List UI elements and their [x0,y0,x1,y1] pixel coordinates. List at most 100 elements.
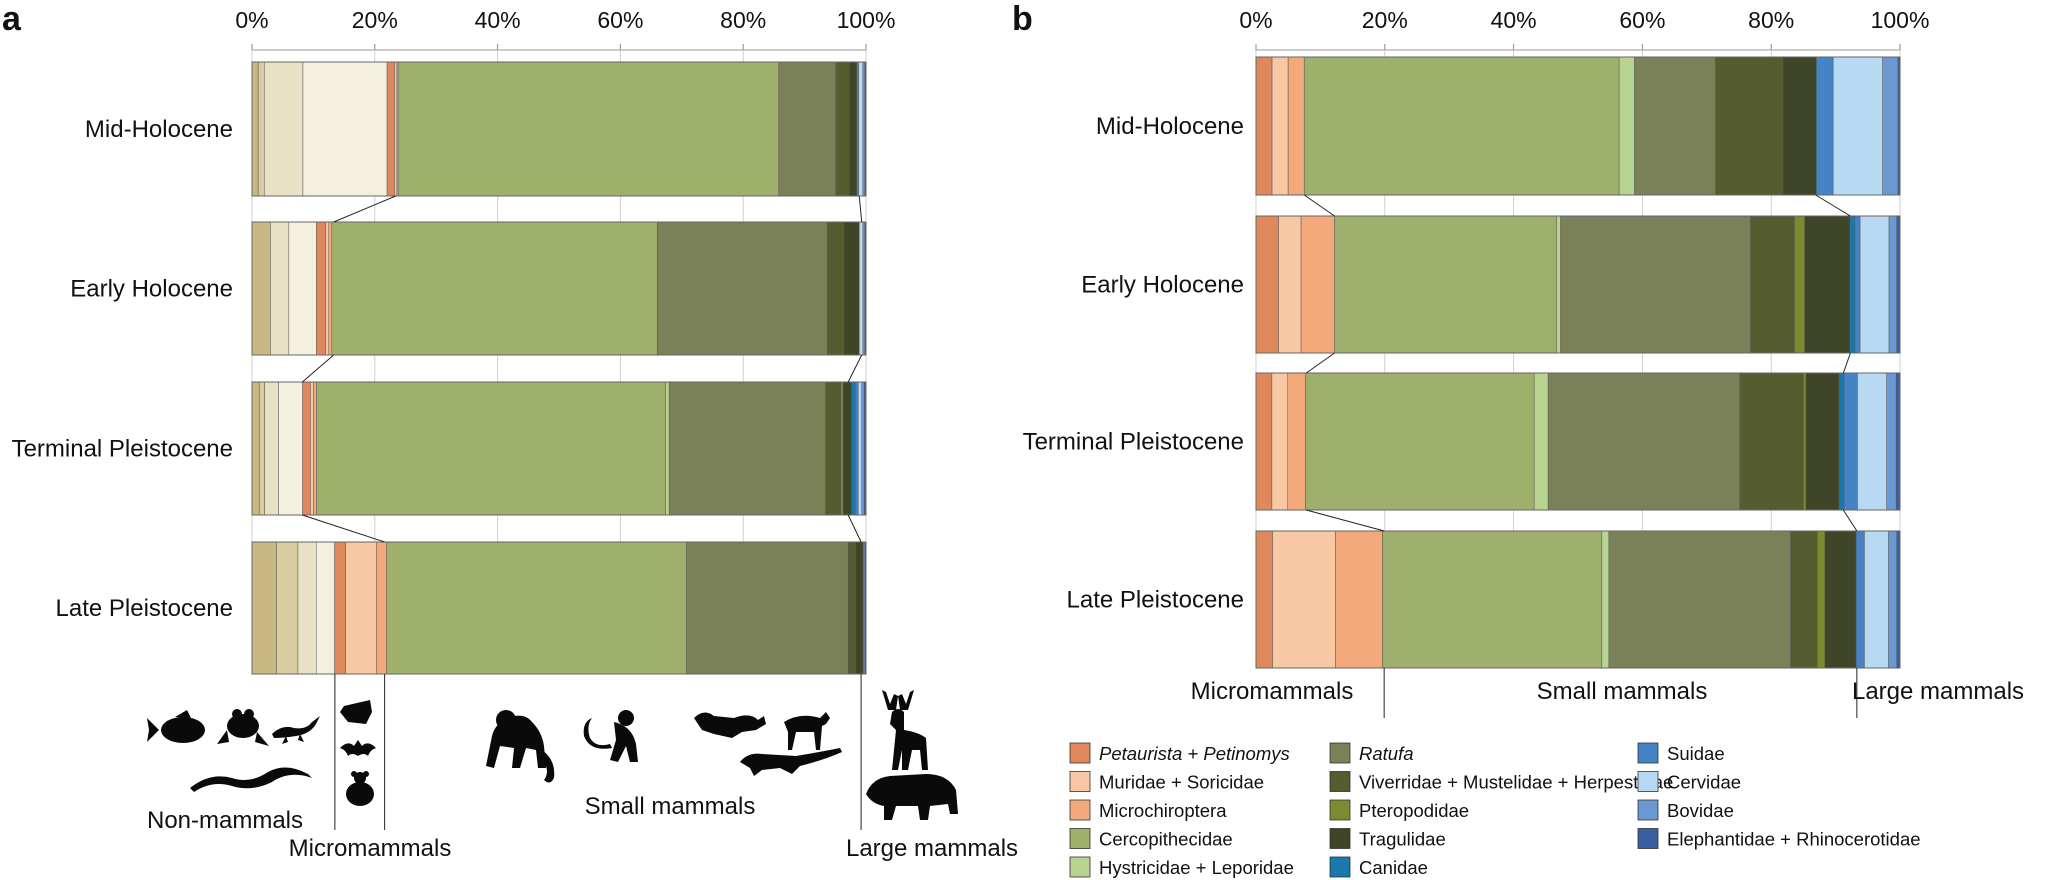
legend-label-suidae: Suidae [1667,743,1725,764]
bar-segment-viverridae-mustelidae-herpestidae [1790,530,1818,669]
bar-segment-bovidae [1888,530,1898,669]
connector-line [847,354,863,383]
group-label-large-mammals: Large mammals [1852,678,2024,705]
bar-segment-petaurista-petinomys [1255,56,1273,196]
mouse-deer-icon [784,712,830,750]
bar-segment-cervidae [1864,530,1889,669]
bar-segment-muridae-soricidae [325,221,329,356]
bar-segment-ratufa [668,381,826,516]
legend-label-canidae: Canidae [1359,857,1428,878]
bar-segment-tragulidae [855,541,864,675]
bar-segment-ratufa [1547,372,1741,511]
panel-a-letter: a [2,0,22,38]
x-tick-label: 80% [1748,7,1794,33]
deer-icon [882,690,928,770]
legend-swatch-pteropodidae [1329,799,1351,821]
x-tick-label: 0% [235,7,268,33]
connector-line [1815,194,1851,217]
connector-line [1306,509,1385,532]
x-tick-label: 40% [475,7,521,33]
legend-swatch-suidae [1637,742,1659,764]
bar-segment-cervidae [1859,215,1890,354]
bar-segment-suidae [1816,56,1834,196]
x-tick-label: 0% [1239,7,1272,33]
legend-label-bovidae: Bovidae [1667,800,1734,821]
bar-segment-tragulidae [843,221,860,356]
panel-a-chart: 0% 20% 40% 60% 80% 100% Mid-Holocene Early Holo… [12,7,1018,862]
legend-label-viverridae-mustelidae-herpestidae: Viverridae + Mustelidae + Herpestidae [1359,772,1673,793]
bar-segment-non-mammal-3 [264,381,279,516]
fish-icon [147,710,205,743]
panel-b-chart: 0% 20% 40% 60% 80% 100% Mid-Holocene Early Holo… [1023,7,2024,718]
legend-label-muridae-soricidae: Muridae + Soricidae [1099,772,1264,793]
flying-squirrel-icon [340,700,372,724]
bar-segment-muridae-soricidae [1278,215,1302,354]
bar-segment-non-mammal-3 [264,61,304,197]
bar-segment-ratufa [1634,56,1716,196]
bar-segment-ratufa [656,221,828,356]
legend-label-cercopithecidae: Cercopithecidae [1099,829,1233,850]
bar-segment-bovidae [1882,56,1899,196]
category-label: Late Pleistocene [56,595,233,622]
legend-swatch-canidae [1329,856,1351,878]
bar-segment-pteropodidae [1794,215,1805,354]
bar-segment-non-mammal-1 [251,381,260,516]
bar-segment-microchiroptera [1287,372,1306,511]
legend-label-pteropodidae: Pteropodidae [1359,800,1469,821]
animal-silhouettes [147,690,958,820]
bar-segment-ratufa [1608,530,1791,669]
category-label: Early Holocene [1081,272,1244,299]
panel-b-legend: Petaurista + Petinomys Muridae + Soricida… [1069,742,1921,878]
bar-segment-non-mammal-4 [316,541,335,675]
bar-segment-microchiroptera [328,221,333,356]
legend-label-ratufa: Ratufa [1359,743,1414,764]
civet-icon [740,748,842,776]
bar-segment-tragulidae [842,381,852,516]
panel-b-letter: b [1012,0,1033,38]
bar-segment-cercopithecidae [1303,56,1620,196]
legend-label-elephantidae-rhinocerotidae: Elephantidae + Rhinocerotidae [1667,829,1921,850]
bar-segment-non-mammal-4 [278,381,303,516]
bar-segment-non-mammal-3 [297,541,317,675]
x-tick-label: 20% [1362,7,1408,33]
bar-segment-hystricidae-leporidae [1601,530,1610,669]
legend-label-cervidae: Cervidae [1667,772,1741,793]
bar-segment-viverridae-mustelidae-herpestidae [827,221,845,356]
x-tick-label: 100% [837,7,896,33]
bar-segment-viverridae-mustelidae-herpestidae [825,381,841,516]
category-label: Late Pleistocene [1067,587,1244,614]
bar-segment-non-mammal-1 [251,541,277,675]
bar-segment-cervidae [1832,56,1883,196]
connector-line [847,514,862,543]
bar-segment-non-mammal-2 [276,541,299,675]
frog-icon [217,709,269,746]
bar-segment-cercopithecidae [331,221,658,356]
x-tick-label: 60% [597,7,643,33]
bar-segment-tragulidae [1824,530,1857,669]
snake-icon [190,767,312,792]
legend-label-petaurista-petinomys: Petaurista + Petinomys [1099,743,1290,764]
legend-swatch-microchiroptera [1069,799,1091,821]
bar-segment-hystricidae-leporidae [1533,372,1549,511]
bar-segment-cercopithecidae [1334,215,1557,354]
bar-segment-hystricidae-leporidae [1556,215,1561,354]
legend-swatch-ratufa [1329,742,1351,764]
bar-segment-suidae [856,61,859,197]
x-tick-label: 20% [352,7,398,33]
legend-swatch-hystricidae-leporidae [1069,856,1091,878]
bar-segment-tragulidae [1804,215,1851,354]
bar-outline [1255,215,1901,354]
bar-outline [1255,530,1901,669]
category-label: Mid-Holocene [85,116,233,143]
bar-segment-microchiroptera [376,541,387,675]
bar-segment-non-mammal-4 [302,61,388,197]
boar-icon [866,774,958,820]
bar-segment-suidae [1843,372,1858,511]
bar-outline [251,381,867,516]
category-label: Mid-Holocene [1096,113,1244,140]
category-label: Early Holocene [70,276,233,303]
bar-segment-petaurista-petinomys [1255,530,1273,669]
legend-label-microchiroptera: Microchiroptera [1099,800,1227,821]
bar-segment-hystricidae-leporidae [1618,56,1635,196]
